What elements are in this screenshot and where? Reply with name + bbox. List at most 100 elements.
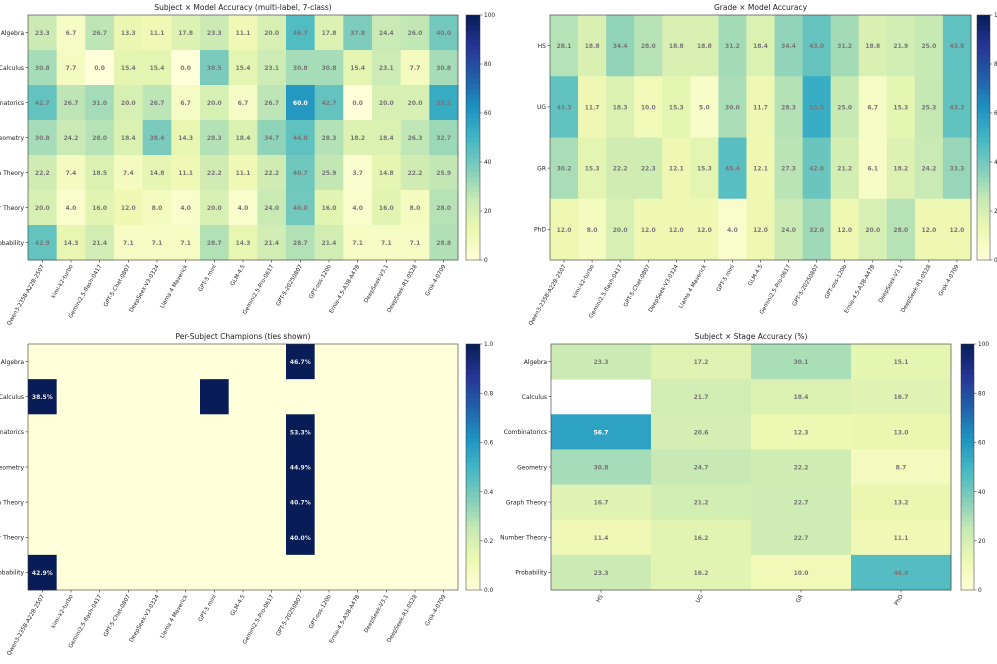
- heatmap-cell-geometry-qwen3-235b-a22b-2507: [28, 120, 58, 156]
- heatmap-cell-calculus-gpt-5-mini: [200, 50, 230, 86]
- colorbar-segment: [466, 44, 480, 50]
- cell-value-label: 30.8: [436, 65, 451, 72]
- y-tick-label: Algebra: [1, 30, 25, 37]
- colorbar-segment: [466, 506, 480, 512]
- cell-value-label: 18.2: [350, 135, 365, 142]
- y-tick-label: Calculus: [0, 394, 24, 401]
- heatmap-cell-number-theory-qwen3-235b-a22b-2507: [28, 190, 58, 226]
- colorbar-segment: [466, 535, 480, 542]
- heatmap-cell-number-theory-gpt-5-mini: [200, 190, 230, 226]
- cell-value-label: 4.0: [727, 227, 738, 234]
- cell-value-label: 14.3: [236, 240, 251, 247]
- heatmap-cell-graph-theory-ernie-4-5-a3b-a47b: [343, 155, 373, 191]
- heatmap-cell-probability-gemini2-5-pro-0617: [257, 554, 287, 591]
- cell-value-label: 21.4: [92, 240, 107, 247]
- heatmap-cell-algebra-deepseek-r1-0528: [400, 344, 430, 380]
- heatmap-cell-geometry-ernie-4-5-a3b-a47b: [343, 449, 373, 485]
- heatmap-cell-algebra-gpt-5-20250807: [286, 344, 316, 380]
- heatmap-cell-phd-gpt-oss-120b: [830, 198, 860, 261]
- colorbar-segment: [466, 34, 480, 40]
- cell-value-label: 4.0: [180, 205, 191, 212]
- heatmap-cell-hs-llama-4-maverick: [690, 15, 719, 77]
- cell-value-label: 28.3: [781, 104, 796, 111]
- colorbar-segment: [466, 442, 480, 448]
- heatmap-cell-algebra-gpt-5-chat-0807: [114, 344, 144, 380]
- cell-value-label: 16.7: [894, 394, 909, 401]
- colorbar-segment: [961, 407, 974, 414]
- heatmap-cell-combinatorics-grok-4-0709: [429, 414, 459, 450]
- heatmap-cell-geometry-gpt-5-mini: [200, 120, 230, 156]
- heatmap-cell-ug-glm-4-5: [746, 76, 775, 138]
- chart-subject-stage: Subject × Stage Accuracy (%) 23.3 17.2 30.1…: [500, 332, 989, 607]
- colorbar-tick-label: 40: [994, 160, 997, 166]
- x-tick-label: PhD: [894, 594, 905, 607]
- cell-value-label: 12.0: [669, 227, 684, 234]
- heatmap-cell-algebra-deepseek-v3-0324: [142, 344, 172, 380]
- cell-value-label: 18.3: [613, 104, 628, 111]
- x-tick-label: GPT-5-Chat-0807: [103, 594, 132, 639]
- colorbar-tick-label: 0: [994, 258, 997, 264]
- heatmap-cell-probability-gpt-oss-120b: [314, 554, 344, 591]
- colorbar-segment: [466, 452, 480, 458]
- colorbar-segment: [466, 427, 480, 434]
- x-tick-label: Ernie-4.5-A3B-A47B: [329, 264, 362, 315]
- colorbar-segment: [466, 457, 480, 463]
- cell-value-label: 20.0: [865, 227, 880, 234]
- colorbar-segment: [961, 570, 974, 576]
- y-tick-label: Number Theory: [0, 535, 24, 542]
- colorbar-segment: [977, 113, 990, 119]
- cell-value-label: 20.0: [207, 205, 222, 212]
- colorbar-segment: [466, 240, 480, 246]
- cell-value-label: 18.8: [585, 43, 600, 50]
- y-tick-label: Probability: [0, 240, 24, 247]
- cell-value-label: 14.3: [64, 240, 79, 247]
- cell-value-label: 16.0: [379, 205, 394, 212]
- colorbar-segment: [466, 575, 480, 581]
- colorbar-segment: [961, 417, 974, 424]
- y-tick-label: HS: [538, 43, 547, 50]
- colorbar-tick-label: 0: [978, 588, 982, 594]
- heatmap-cell-combinatorics-ernie-4-5-a3b-a47b: [343, 85, 373, 121]
- heatmap-cell-number-theory-gemini2-5-flash-0417: [85, 190, 115, 226]
- heatmap-cell-phd-kimi-k2-turbo: [578, 198, 607, 261]
- x-tick-label: Gemini2.5-flash-0417: [68, 264, 104, 320]
- colorbar-segment: [466, 363, 480, 370]
- heatmap-cell-probability-gr: [751, 554, 852, 591]
- heatmap-cell-combinatorics-gemini2-5-flash-0417: [85, 85, 115, 121]
- x-tick-label: DeepSeek-V3.1: [878, 264, 905, 304]
- heatmap-cell-graph-theory-gemini2-5-flash-0417: [85, 155, 115, 191]
- heatmap-cell-probability-gpt-5-chat-0807: [114, 225, 144, 261]
- heatmap-cell-number-theory-llama-4-maverick: [171, 190, 201, 226]
- colorbar-segment: [977, 196, 990, 202]
- heatmap-cell-calculus-glm-4-5: [228, 50, 258, 86]
- heatmap-cell-number-theory-gpt-5-20250807: [286, 519, 316, 556]
- colorbar-segment: [466, 545, 480, 552]
- heatmap-cell-graph-theory-qwen3-235b-a22b-2507: [28, 155, 58, 191]
- cell-value-label: 25.9: [322, 170, 337, 177]
- cell-value-label: 0.0: [94, 65, 105, 72]
- colorbar-segment: [977, 122, 990, 129]
- heatmap-cell-calculus-gemini2-5-flash-0417: [85, 379, 115, 415]
- colorbar-tick-label: 40: [484, 160, 492, 166]
- colorbar-segment: [466, 230, 480, 236]
- cell-value-label: 33.3: [950, 166, 965, 173]
- colorbar-segment: [977, 108, 990, 114]
- y-tick-label: Graph Theory: [0, 499, 24, 506]
- heatmap-cell-algebra-kimi-k2-turbo: [56, 15, 86, 51]
- heatmap-cell-geometry-llama-4-maverick: [171, 120, 201, 156]
- colorbar-segment: [977, 83, 990, 89]
- colorbar-segment: [466, 220, 480, 227]
- cell-value-label: 40.0: [436, 30, 451, 37]
- cell-value-label: 22.2: [408, 170, 423, 177]
- heatmap-cell-combinatorics-gpt-oss-120b: [314, 414, 344, 450]
- heatmap-cell-hs-gemini2-5-flash-0417: [606, 15, 635, 77]
- heatmap-cell-geometry-gpt-5-chat-0807: [114, 120, 144, 156]
- colorbar-segment: [466, 447, 480, 453]
- y-tick-label: PhD: [534, 227, 546, 234]
- champion-label: 53.3%: [290, 429, 311, 436]
- colorbar-segment: [466, 29, 480, 36]
- cell-value-label: 6.7: [867, 104, 878, 111]
- colorbar-segment: [466, 191, 480, 197]
- colorbar-segment: [961, 388, 974, 394]
- heatmap-cell-combinatorics-gpt-oss-120b: [314, 85, 344, 121]
